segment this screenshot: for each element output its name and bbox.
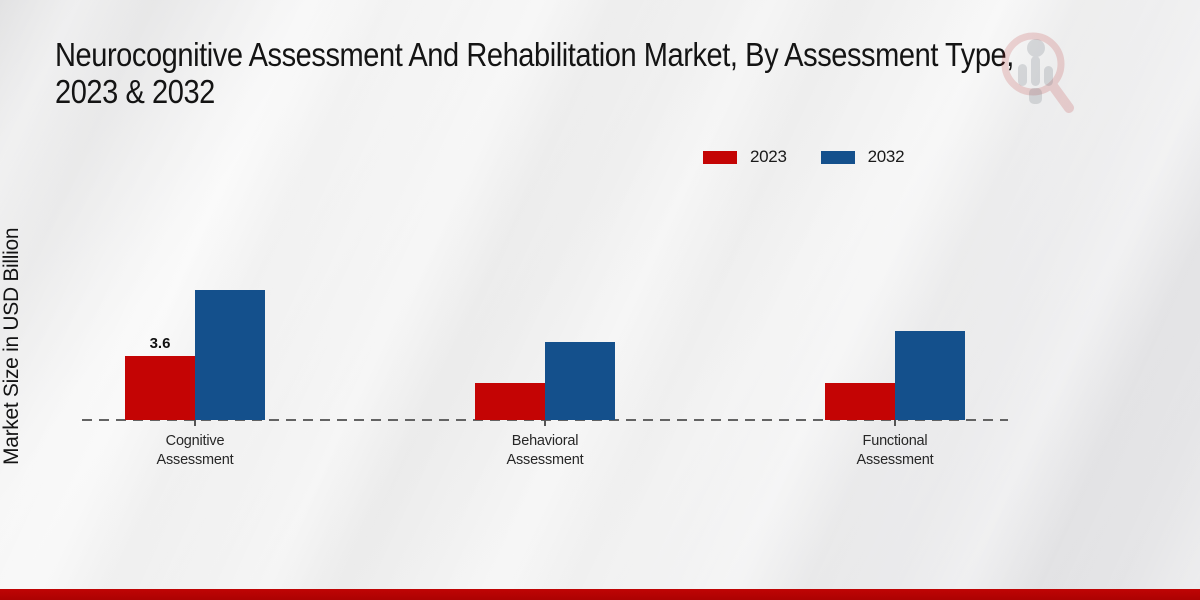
legend: 2023 2032 <box>703 147 905 167</box>
category-label-functional-assessment: Functional Assessment <box>856 433 934 468</box>
x-axis-tick <box>894 420 896 426</box>
x-axis-tick <box>544 420 546 426</box>
legend-swatch-2023 <box>703 150 737 164</box>
x-axis-tick <box>194 420 196 426</box>
bar-2032-behavioral-assessment <box>545 342 615 420</box>
bar-2023-behavioral-assessment <box>475 383 545 420</box>
chart-title: Neurocognitive Assessment And Rehabilita… <box>55 36 1145 110</box>
footer-accent-strip <box>0 589 1200 600</box>
bar-2023-cognitive-assessment <box>125 356 195 420</box>
y-axis-label: Market Size in USD Billion <box>0 227 23 465</box>
bar-value-label-2023: 3.6 <box>149 335 171 352</box>
category-label-cognitive-assessment: Cognitive Assessment <box>156 433 234 468</box>
legend-swatch-2032 <box>820 150 855 164</box>
chart-title-line1: Neurocognitive Assessment And Rehabilita… <box>55 36 1014 73</box>
plot-area: 3.6 Cognitive Assessment Behavioral Assessme… <box>82 250 1008 468</box>
bar-2032-functional-assessment <box>895 331 965 420</box>
legend-item-2032: 2032 <box>820 147 905 167</box>
bar-2032-cognitive-assessment <box>195 290 265 420</box>
legend-label-2032: 2032 <box>867 147 905 166</box>
legend-label-2023: 2023 <box>750 147 787 166</box>
category-label-behavioral-assessment: Behavioral Assessment <box>506 433 584 468</box>
chart-title-line2: 2023 & 2032 <box>55 73 215 110</box>
bar-2023-functional-assessment <box>825 383 895 420</box>
legend-item-2023: 2023 <box>703 147 787 167</box>
